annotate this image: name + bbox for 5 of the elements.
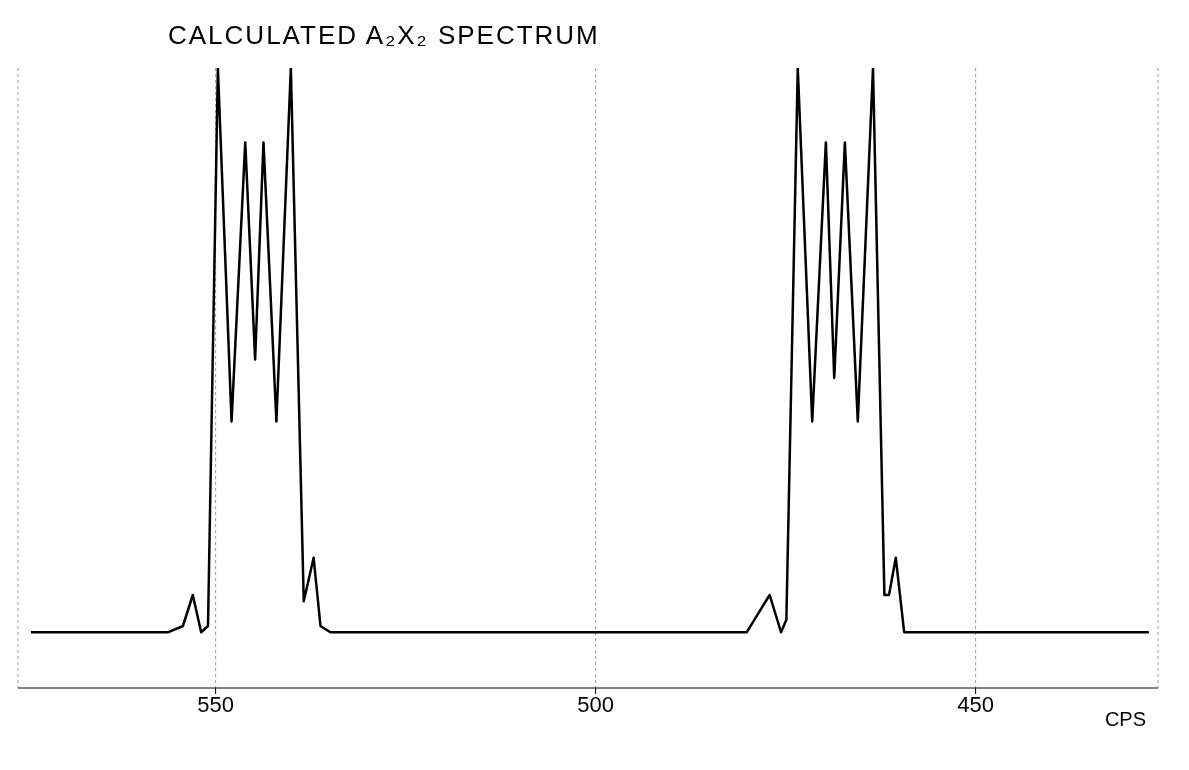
x-tick-label: 500 <box>577 691 614 717</box>
x-axis-title: CPS <box>1104 708 1146 730</box>
chart-title: CALCULATED A₂X₂ SPECTRUM <box>168 20 600 51</box>
x-tick-label: 450 <box>957 691 994 717</box>
x-tick-label: 550 <box>197 691 234 717</box>
